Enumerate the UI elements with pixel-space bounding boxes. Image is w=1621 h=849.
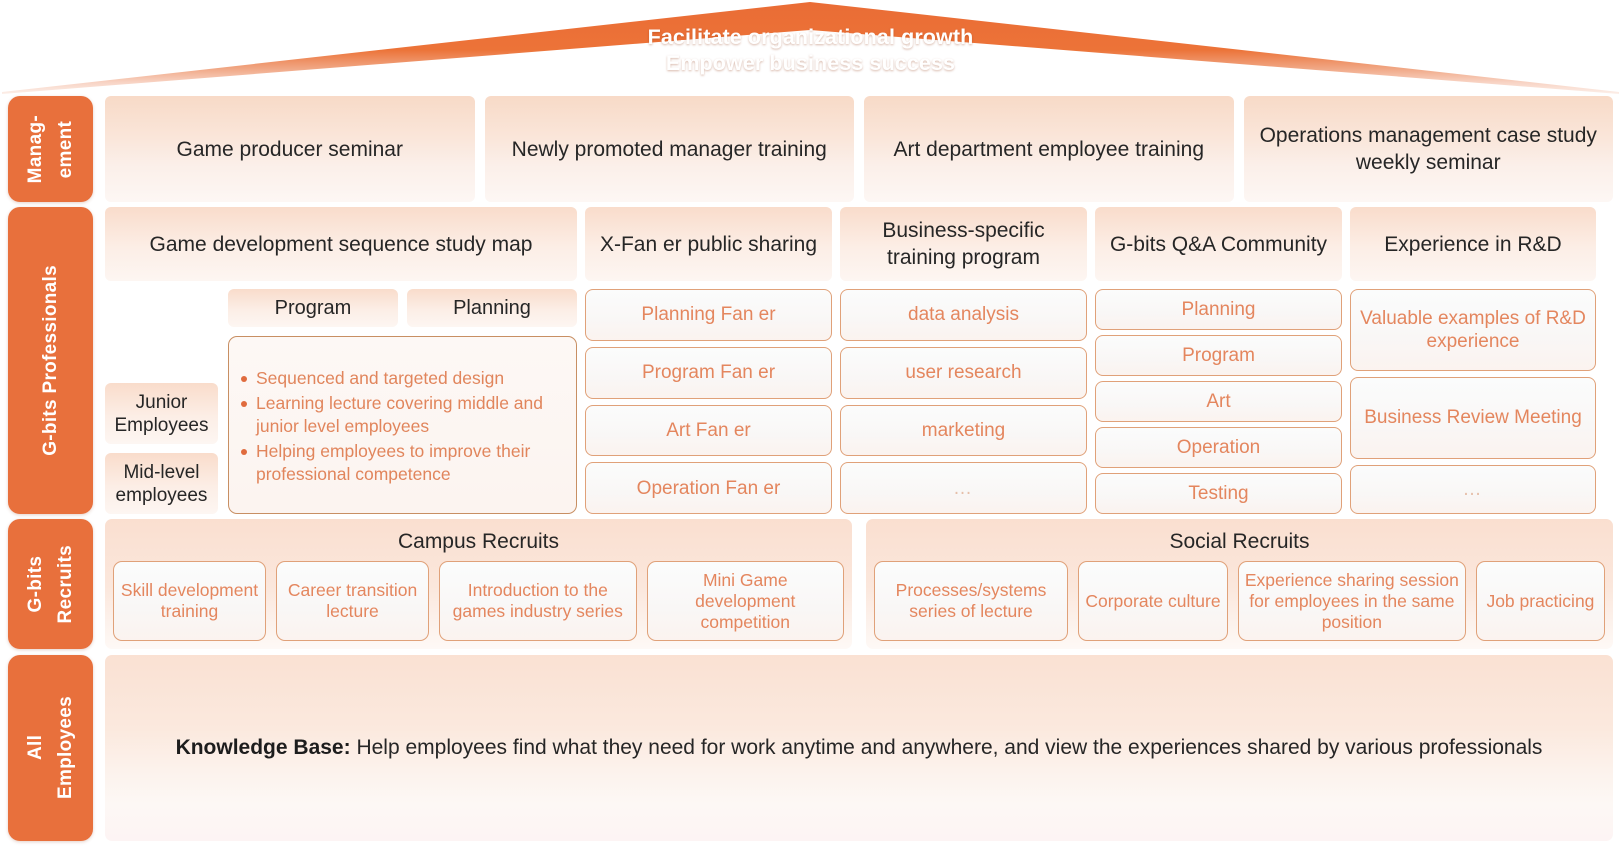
list-item[interactable]: Introduction to the games industry serie… xyxy=(439,561,637,641)
list-item[interactable]: marketing xyxy=(840,404,1087,457)
list-item[interactable]: Skill development training xyxy=(113,561,267,641)
bullet-item: Helping employees to improve their profe… xyxy=(240,440,565,486)
list-item[interactable]: Planning xyxy=(1095,289,1342,330)
xfan-sharing-items: Planning Fan er Program Fan er Art Fan e… xyxy=(585,289,832,514)
row-label-professionals: G-bits Professionals xyxy=(8,207,93,514)
roof-slogan-line2: Empower business success xyxy=(665,51,956,75)
roof-slogan-line1: Facilitate organizational growth xyxy=(647,25,974,49)
professionals-columns: Game development sequence study map Juni… xyxy=(105,207,1613,514)
row-label-recruits: G-bits Recruits xyxy=(8,519,93,649)
rd-experience-items: Valuable examples of R&D experience Busi… xyxy=(1350,289,1596,514)
management-card[interactable]: Game producer seminar xyxy=(105,96,475,202)
row-label-all-employees: All Employees xyxy=(8,655,93,841)
list-item[interactable]: Processes/systems series of lecture xyxy=(874,561,1069,641)
knowledge-base-text: Knowledge Base: Help employees find what… xyxy=(176,731,1543,765)
roof-banner: Facilitate organizational growth Empower… xyxy=(0,0,1621,96)
list-item[interactable]: Business Review Meeting xyxy=(1350,376,1596,459)
column-rd-experience: Experience in R&D Valuable examples of R… xyxy=(1350,207,1596,514)
panel-campus-recruits: Campus Recruits Skill development traini… xyxy=(105,519,852,649)
list-item-ellipsis[interactable]: … xyxy=(840,462,1087,514)
track-headers: Program Planning xyxy=(228,289,577,327)
employee-levels: Junior Employees Mid-level employees xyxy=(105,289,218,514)
track-header-planning[interactable]: Planning xyxy=(407,289,577,327)
row-management: Manag- ement Game producer seminar Newly… xyxy=(8,96,1613,202)
list-item[interactable]: data analysis xyxy=(840,289,1087,341)
list-item[interactable]: Mini Game development competition xyxy=(646,561,844,641)
management-cards: Game producer seminar Newly promoted man… xyxy=(105,96,1613,202)
row-professionals: G-bits Professionals Game development se… xyxy=(8,207,1613,514)
column-header-study-map[interactable]: Game development sequence study map xyxy=(105,207,577,281)
list-item-ellipsis[interactable]: … xyxy=(1350,464,1596,514)
column-header-business-training[interactable]: Business-specific training program xyxy=(840,207,1087,281)
knowledge-base-body: Help employees find what they need for w… xyxy=(350,736,1543,759)
column-qa-community: G-bits Q&A Community Planning Program Ar… xyxy=(1095,207,1342,514)
study-map-bullet-list: Sequenced and targeted design Learning l… xyxy=(228,336,577,514)
list-item[interactable]: Corporate culture xyxy=(1078,561,1228,641)
row-label-management: Manag- ement xyxy=(8,96,93,202)
row-label-all-employees-text: All Employees xyxy=(24,696,76,800)
list-item[interactable]: Experience sharing session for employees… xyxy=(1237,561,1466,641)
row-label-professionals-text: G-bits Professionals xyxy=(39,265,61,456)
roof-shape-svg xyxy=(2,2,1619,94)
row-label-recruits-text: G-bits Recruits xyxy=(24,544,76,624)
management-card[interactable]: Operations management case study weekly … xyxy=(1243,96,1613,202)
panel-social-recruits: Social Recruits Processes/systems series… xyxy=(866,519,1613,649)
column-study-map: Game development sequence study map Juni… xyxy=(105,207,577,514)
list-item[interactable]: Art xyxy=(1095,381,1342,422)
list-item[interactable]: Program xyxy=(1095,335,1342,376)
roof-slogan: Facilitate organizational growth Empower… xyxy=(0,24,1621,76)
list-item[interactable]: Art Fan er xyxy=(585,404,832,457)
column-header-qa-community[interactable]: G-bits Q&A Community xyxy=(1095,207,1342,281)
list-item[interactable]: Operation xyxy=(1095,427,1342,468)
bullet-item: Sequenced and targeted design xyxy=(240,367,565,390)
track-header-program[interactable]: Program xyxy=(228,289,398,327)
panel-knowledge-base[interactable]: Knowledge Base: Help employees find what… xyxy=(105,655,1613,841)
business-training-items: data analysis user research marketing … xyxy=(840,289,1087,514)
qa-community-items: Planning Program Art Operation Testing xyxy=(1095,289,1342,514)
column-business-training: Business-specific training program data … xyxy=(840,207,1087,514)
list-item[interactable]: Planning Fan er xyxy=(585,289,832,341)
column-header-xfan-sharing[interactable]: X-Fan er public sharing xyxy=(585,207,832,281)
list-item[interactable]: Job practicing xyxy=(1475,561,1605,641)
list-item[interactable]: Career transition lecture xyxy=(276,561,430,641)
column-xfan-sharing: X-Fan er public sharing Planning Fan er … xyxy=(585,207,832,514)
list-item[interactable]: Program Fan er xyxy=(585,346,832,399)
bullet-item: Learning lecture covering middle and jun… xyxy=(240,392,565,438)
column-header-rd-experience[interactable]: Experience in R&D xyxy=(1350,207,1596,281)
social-recruit-items: Processes/systems series of lecture Corp… xyxy=(874,561,1605,641)
study-map-tracks: Program Planning Sequenced and targeted … xyxy=(228,289,577,514)
recruit-panels: Campus Recruits Skill development traini… xyxy=(105,519,1613,649)
list-item[interactable]: Operation Fan er xyxy=(585,462,832,514)
management-card[interactable]: Newly promoted manager training xyxy=(484,96,854,202)
knowledge-base-title: Knowledge Base: xyxy=(175,736,351,759)
panel-title-social-recruits: Social Recruits xyxy=(1169,530,1310,553)
study-map-body: Junior Employees Mid-level employees Pro… xyxy=(105,289,577,514)
management-card[interactable]: Art department employee training xyxy=(864,96,1234,202)
campus-recruit-items: Skill development training Career transi… xyxy=(113,561,844,641)
row-recruits: G-bits Recruits Campus Recruits Skill de… xyxy=(8,519,1613,649)
panel-title-campus-recruits: Campus Recruits xyxy=(397,530,560,553)
row-label-management-text: Manag- ement xyxy=(24,114,76,184)
level-box-junior[interactable]: Junior Employees xyxy=(105,383,218,444)
level-box-midlevel[interactable]: Mid-level employees xyxy=(105,453,218,514)
row-all-employees: All Employees Knowledge Base: Help emplo… xyxy=(8,655,1613,841)
list-item[interactable]: user research xyxy=(840,346,1087,399)
list-item[interactable]: Testing xyxy=(1095,473,1342,514)
list-item[interactable]: Valuable examples of R&D experience xyxy=(1350,289,1596,371)
